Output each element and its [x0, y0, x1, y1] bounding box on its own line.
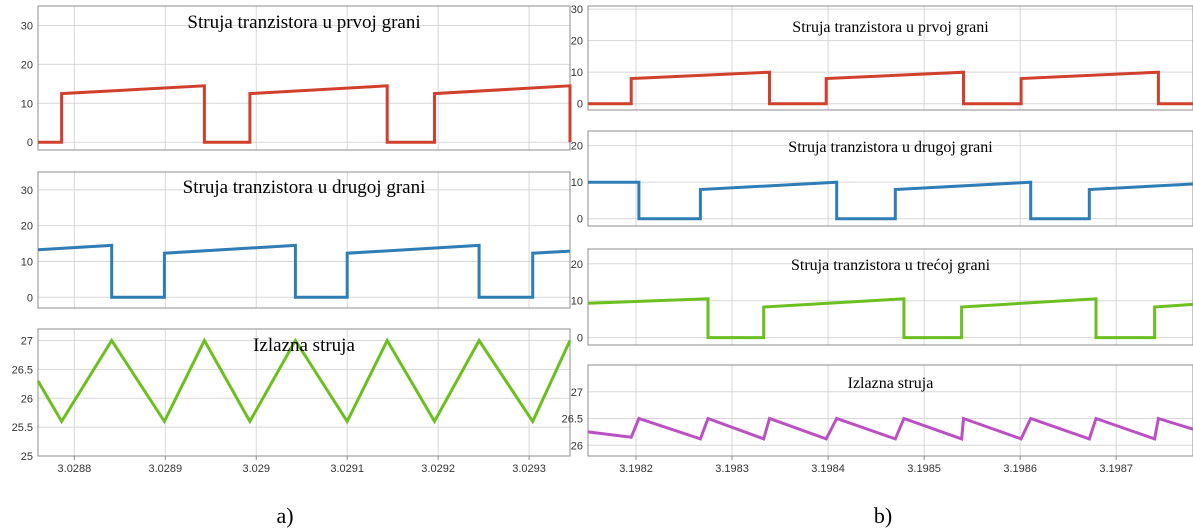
x-tick-label: 3.1986	[1003, 463, 1037, 475]
x-tick-label: 3.1984	[811, 463, 845, 475]
x-tick-label: 3.0289	[148, 463, 182, 475]
panel-a-3: 25 25.5 26 26.5 27 Izlazna struja 3.0288 3.0289…	[12, 328, 572, 475]
series-line	[38, 84, 572, 144]
y-tick-label: 20	[571, 36, 583, 48]
series-line	[36, 337, 572, 425]
y-tick-label: 20	[571, 141, 583, 153]
panel-title: Izlazna struja	[253, 335, 355, 356]
label-b: b)	[874, 503, 892, 528]
panel-title: Izlazna struja	[848, 375, 934, 392]
series-line	[37, 243, 571, 299]
y-tick-label: 27	[571, 387, 583, 399]
y-tick-label: 20	[21, 221, 33, 233]
series-line	[587, 416, 1193, 441]
y-tick-label: 30	[21, 185, 33, 197]
x-tick-label: 3.0292	[421, 463, 455, 475]
y-tick-label: 10	[21, 256, 33, 268]
label-a: a)	[276, 503, 293, 528]
x-tick-label: 3.0288	[58, 463, 92, 475]
plot-area	[588, 6, 1193, 110]
y-tick-label: 27	[21, 336, 33, 348]
plot-frame	[37, 171, 571, 309]
plot-area	[38, 6, 570, 150]
series-line	[588, 70, 1193, 106]
x-tick-label: 3.1987	[1099, 463, 1133, 475]
plot-area	[588, 131, 1193, 226]
plot-frame	[37, 5, 571, 151]
y-tick-label: 20	[571, 259, 583, 271]
plot-area	[38, 329, 570, 456]
plot-frame	[587, 130, 1193, 227]
y-tick-label: 26.5	[12, 364, 33, 376]
y-tick-label: 0	[27, 137, 33, 149]
series-line	[588, 180, 1193, 221]
y-tick-label: 0	[577, 214, 583, 226]
panel-a-2: 0 10 20 30 Struja tranzistora u drugoj grani	[21, 171, 571, 309]
x-tick-label: 3.1982	[619, 463, 653, 475]
panel-b-2: 0 10 20 Struja tranzistora u drugoj grani	[571, 130, 1193, 227]
y-tick-label: 0	[577, 333, 583, 345]
y-tick-label: 10	[571, 177, 583, 189]
y-tick-label: 30	[21, 20, 33, 32]
y-tick-label: 26	[21, 393, 33, 405]
panel-title: Struja tranzistora u drugoj grani	[788, 139, 993, 156]
y-tick-label: 20	[21, 59, 33, 71]
series-line	[587, 297, 1193, 340]
y-tick-label: 26	[571, 440, 583, 452]
x-tick-label: 3.029	[242, 463, 270, 475]
plot-frame	[37, 328, 571, 457]
panel-b-1: 0 10 20 30 Struja tranzistora u prvoj grani	[571, 4, 1193, 111]
x-tick-label: 3.1985	[907, 463, 941, 475]
plot-frame	[587, 364, 1193, 457]
plot-area	[588, 365, 1193, 456]
y-tick-label: 10	[571, 67, 583, 79]
y-tick-label: 25.5	[12, 422, 33, 434]
y-tick-label: 10	[571, 296, 583, 308]
plot-area	[38, 172, 570, 308]
panel-b-4: 26 26.5 27 Izlazna struja 3.1982 3.1983 3.1984…	[562, 364, 1193, 475]
y-tick-label: 25	[21, 451, 33, 463]
y-tick-label: 30	[571, 4, 583, 16]
x-tick-label: 3.0291	[330, 463, 364, 475]
plot-frame	[587, 248, 1193, 346]
x-tick-label: 3.1983	[715, 463, 749, 475]
plot-area	[588, 249, 1193, 345]
panel-b-3: 0 10 20 Struja tranzistora u trećoj grani	[571, 248, 1193, 346]
plot-frame	[587, 5, 1193, 111]
x-tick-label: 3.0293	[512, 463, 546, 475]
panel-title: Struja tranzistora u prvoj grani	[792, 19, 989, 36]
y-tick-label: 0	[577, 99, 583, 111]
panel-title: Struja tranzistora u drugoj grani	[183, 177, 426, 198]
panel-title: Struja tranzistora u trećoj grani	[791, 257, 991, 274]
panel-a-1: 0 10 20 30 Struja tranzistora u prvoj grani	[21, 5, 572, 151]
y-tick-label: 0	[27, 292, 33, 304]
panel-title: Struja tranzistora u prvoj grani	[187, 12, 420, 33]
y-tick-label: 26.5	[562, 414, 583, 426]
y-tick-label: 10	[21, 98, 33, 110]
